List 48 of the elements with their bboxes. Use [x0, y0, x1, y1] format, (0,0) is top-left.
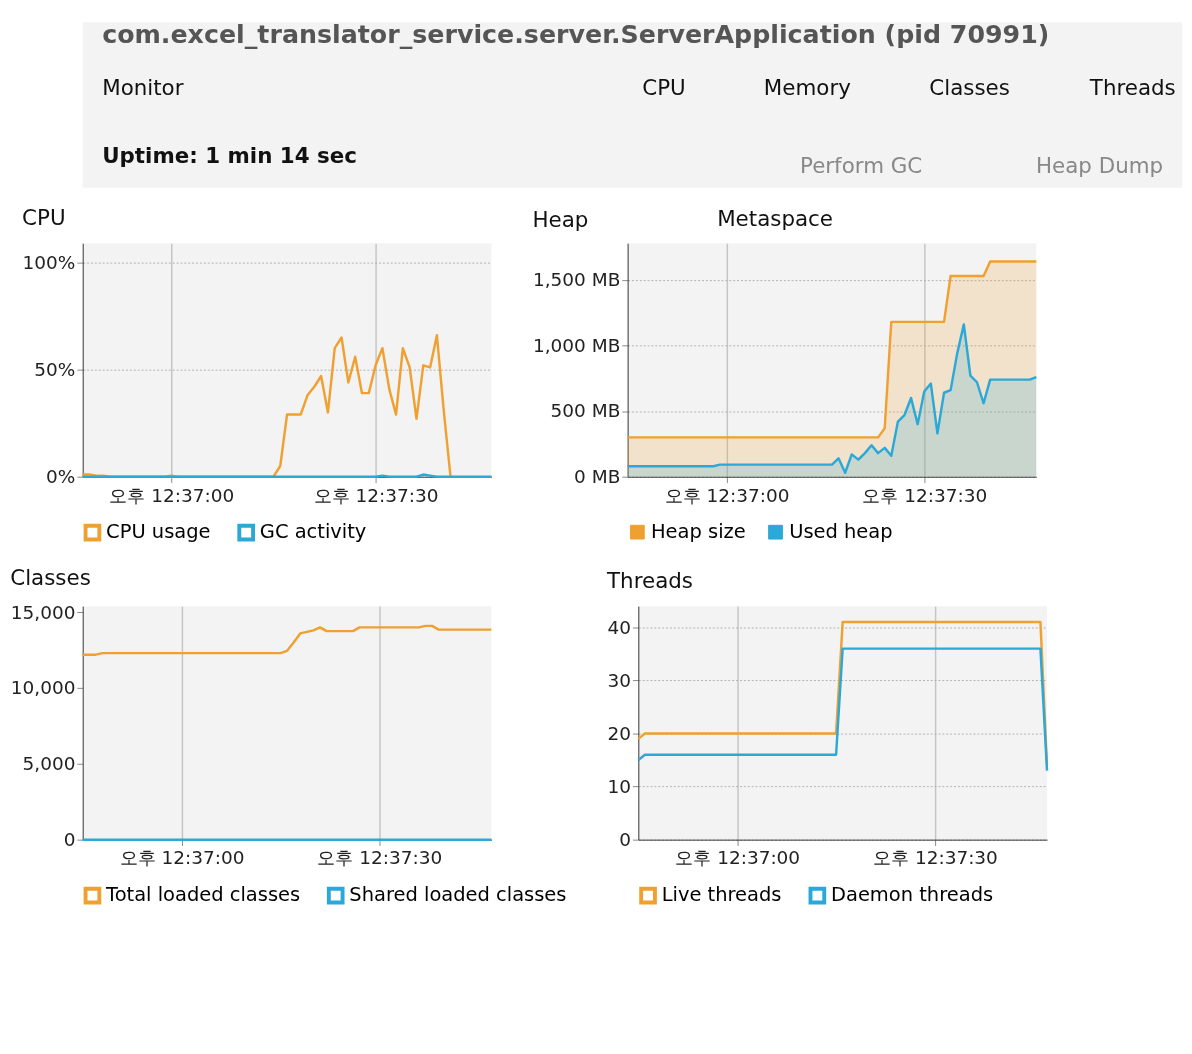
y-tick-label: 1,500 MB [532, 269, 621, 291]
y-tick-label: 10 [607, 775, 632, 797]
text: Monitor [102, 75, 184, 101]
line-series [637, 647, 1049, 772]
y-tick-label: 40 [607, 616, 632, 638]
y-tick-label: 0% [46, 466, 76, 488]
chart-title: Threads [606, 567, 693, 593]
legend-label: Live threads [661, 883, 782, 907]
chart-title: Classes [10, 564, 91, 590]
text: Uptime: 1 min 14 sec [102, 143, 357, 169]
y-tick-label: 0 MB [574, 466, 621, 488]
y-tick-label: 20 [607, 722, 632, 744]
legend-label: Used heap [789, 520, 893, 544]
y-tick-label: 1,000 MB [532, 334, 621, 356]
line-series [81, 624, 493, 656]
text: Metaspace [717, 205, 834, 231]
text: Heap Dump [1035, 153, 1164, 179]
text: com.excel_translator_service.server.ServerApplication (pid 70991) [102, 19, 1050, 49]
x-tick-label: 오후 12:37:00 [675, 847, 801, 869]
chart-title: Heap [532, 206, 589, 232]
y-tick-label: 5,000 [22, 753, 76, 775]
x-tick-label: 오후 12:37:00 [664, 484, 790, 506]
legend-label: Daemon threads [830, 883, 994, 907]
legend-label: GC activity [259, 520, 367, 544]
x-tick-label: 오후 12:37:30 [313, 484, 439, 506]
y-tick-label: 0 [619, 828, 632, 850]
y-tick-label: 50% [34, 358, 76, 380]
legend-label: CPU usage [106, 520, 211, 544]
legend-label: Heap size [650, 520, 746, 544]
chart-title: CPU [22, 204, 66, 230]
legend-label: Shared loaded classes [349, 883, 567, 907]
text: Memory [763, 75, 852, 101]
text: Perform GC [800, 153, 923, 179]
x-tick-label: 오후 12:37:30 [862, 484, 988, 506]
y-tick-label: 100% [22, 251, 76, 273]
x-tick-label: 오후 12:37:00 [119, 847, 245, 869]
y-tick-label: 10,000 [10, 677, 76, 699]
x-tick-label: 오후 12:37:30 [873, 847, 998, 869]
text: Classes [929, 75, 1010, 101]
text: Threads [1088, 75, 1176, 101]
text: CPU [642, 75, 686, 101]
y-tick-label: 15,000 [10, 601, 76, 623]
y-tick-label: 0 [63, 828, 76, 850]
y-tick-label: 500 MB [550, 400, 621, 422]
x-tick-label: 오후 12:37:00 [109, 484, 235, 506]
y-tick-label: 30 [607, 669, 632, 691]
legend-label: Total loaded classes [105, 883, 301, 907]
x-tick-label: 오후 12:37:30 [317, 847, 443, 869]
